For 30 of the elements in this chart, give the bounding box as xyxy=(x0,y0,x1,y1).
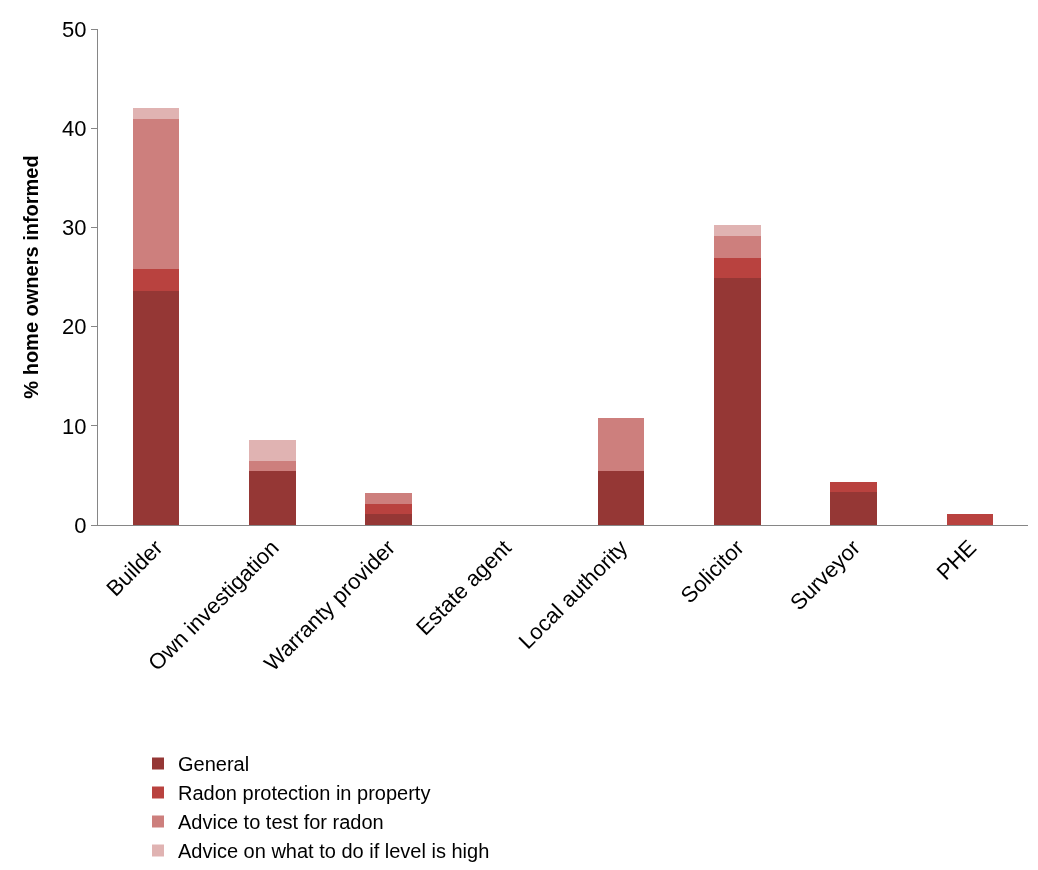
y-axis-title: % home owners informed xyxy=(19,155,42,399)
bar xyxy=(132,119,180,270)
bar xyxy=(714,236,761,259)
bar xyxy=(714,225,761,237)
bar xyxy=(132,290,180,525)
bar xyxy=(597,471,645,525)
bar xyxy=(132,269,180,291)
y-tick-label: 50 xyxy=(62,16,87,42)
y-tick-label: 10 xyxy=(62,413,87,439)
bar xyxy=(249,439,296,461)
bar xyxy=(365,514,412,525)
bar xyxy=(597,417,645,472)
bar xyxy=(714,277,761,525)
bar xyxy=(249,471,296,525)
bar xyxy=(365,493,412,505)
bar xyxy=(249,460,296,472)
y-tick-label: 0 xyxy=(74,512,87,538)
bar xyxy=(714,258,761,278)
bar xyxy=(830,482,877,493)
bar xyxy=(830,492,877,525)
y-tick-label: 30 xyxy=(62,215,87,241)
bar xyxy=(946,514,994,525)
bar xyxy=(132,108,180,120)
legend-label: General xyxy=(178,753,250,776)
legend-label: Radon protection in property xyxy=(178,782,431,805)
legend-label: Advice to test for radon xyxy=(178,811,384,834)
y-tick-label: 20 xyxy=(62,314,87,340)
y-tick-label: 40 xyxy=(62,115,87,141)
legend-label: Advice on what to do if level is high xyxy=(178,840,490,863)
bar xyxy=(365,504,412,515)
